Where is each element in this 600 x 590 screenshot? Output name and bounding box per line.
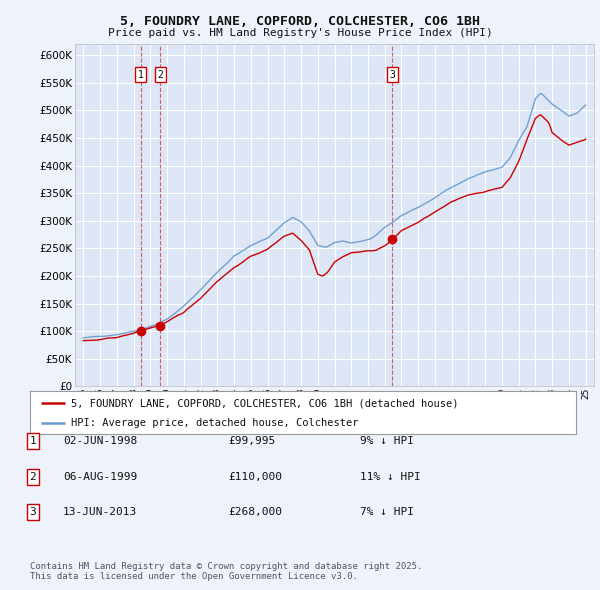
- Text: 1: 1: [137, 70, 143, 80]
- Text: 9% ↓ HPI: 9% ↓ HPI: [360, 437, 414, 446]
- Text: 11% ↓ HPI: 11% ↓ HPI: [360, 472, 421, 481]
- Text: 2: 2: [157, 70, 163, 80]
- Text: 3: 3: [29, 507, 37, 517]
- Text: 02-JUN-1998: 02-JUN-1998: [63, 437, 137, 446]
- Text: £99,995: £99,995: [228, 437, 275, 446]
- Text: Contains HM Land Registry data © Crown copyright and database right 2025.
This d: Contains HM Land Registry data © Crown c…: [30, 562, 422, 581]
- Text: 13-JUN-2013: 13-JUN-2013: [63, 507, 137, 517]
- Text: Price paid vs. HM Land Registry's House Price Index (HPI): Price paid vs. HM Land Registry's House …: [107, 28, 493, 38]
- Text: 3: 3: [389, 70, 395, 80]
- Text: £110,000: £110,000: [228, 472, 282, 481]
- Text: 7% ↓ HPI: 7% ↓ HPI: [360, 507, 414, 517]
- Text: HPI: Average price, detached house, Colchester: HPI: Average price, detached house, Colc…: [71, 418, 358, 428]
- Text: 1: 1: [29, 437, 37, 446]
- Text: 2: 2: [29, 472, 37, 481]
- Text: 06-AUG-1999: 06-AUG-1999: [63, 472, 137, 481]
- Text: £268,000: £268,000: [228, 507, 282, 517]
- Text: 5, FOUNDRY LANE, COPFORD, COLCHESTER, CO6 1BH (detached house): 5, FOUNDRY LANE, COPFORD, COLCHESTER, CO…: [71, 398, 458, 408]
- Text: 5, FOUNDRY LANE, COPFORD, COLCHESTER, CO6 1BH: 5, FOUNDRY LANE, COPFORD, COLCHESTER, CO…: [120, 15, 480, 28]
